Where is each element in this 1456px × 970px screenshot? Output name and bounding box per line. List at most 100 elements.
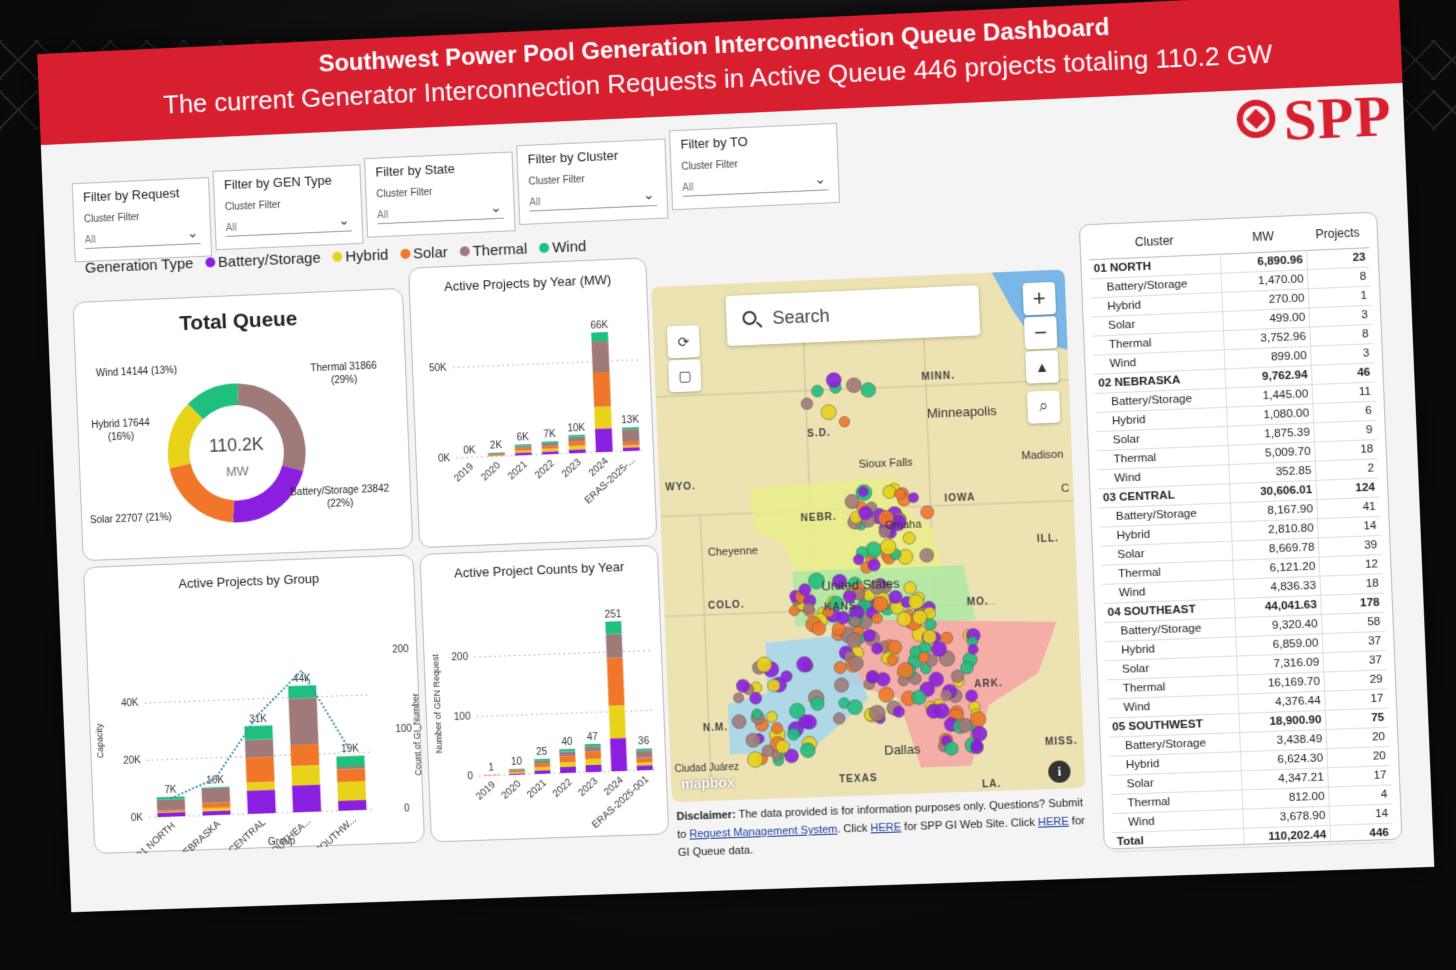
x-tick-label: 03 CENTRAL bbox=[217, 817, 269, 855]
map-project-dot bbox=[845, 494, 860, 509]
cell-projects: 446 bbox=[1330, 823, 1393, 844]
map-compass-icon[interactable]: ▲ bbox=[1025, 350, 1059, 383]
bar-segment bbox=[585, 751, 601, 759]
y2-tick-label: 100 bbox=[395, 724, 412, 736]
cell-projects: 75 bbox=[1326, 708, 1389, 729]
bar-segment bbox=[559, 751, 575, 756]
cell-projects: 18 bbox=[1315, 440, 1378, 462]
map-project-dot bbox=[929, 672, 944, 687]
filter-by-gen-type[interactable]: Filter by GEN Type Cluster Filter All bbox=[213, 164, 364, 250]
map-zoom-in-button[interactable]: + bbox=[1023, 282, 1057, 315]
map-label: C bbox=[1061, 483, 1070, 495]
map-search-input[interactable]: Search bbox=[726, 285, 981, 346]
projects-by-group-chart: 0K20K40K7K01 NORTH10K02 NEBRASKA31K03 CE… bbox=[84, 555, 426, 855]
map-label: Cheyenne bbox=[708, 545, 759, 559]
map-project-dot bbox=[920, 548, 934, 562]
map-label: IOWA bbox=[944, 492, 975, 504]
map-project-dot bbox=[911, 690, 926, 705]
legend-item[interactable]: Solar bbox=[413, 244, 448, 262]
bar-data-label: 36 bbox=[638, 736, 650, 747]
column-header-mw[interactable]: MW bbox=[1219, 222, 1307, 254]
mapbox-attribution[interactable]: mapbox bbox=[681, 774, 735, 792]
disclaimer-label: Disclaimer: bbox=[676, 809, 736, 823]
filter-by-request[interactable]: Filter by Request Cluster Filter All bbox=[72, 177, 212, 262]
map-project-dot bbox=[821, 404, 837, 420]
spp-gi-website-link[interactable]: HERE bbox=[870, 821, 901, 834]
filter-select[interactable]: All bbox=[85, 230, 201, 249]
project-map[interactable]: ⟳ ▢ Search + − ▲ ⌕ MINN. Minneapolis S.D… bbox=[651, 269, 1085, 802]
filter-by-to[interactable]: Filter by TO Cluster Filter All bbox=[669, 123, 840, 210]
y-axis-label: Number of GEN Request bbox=[430, 653, 444, 753]
map-search-placeholder: Search bbox=[772, 306, 830, 328]
projects-by-group-card: Active Projects by Group 0K 20K 40K 7K 01 NO… bbox=[83, 554, 425, 854]
cluster-summary-table: Cluster MW Projects 01 NORTH 6,890.96 23 Ba… bbox=[1079, 212, 1403, 850]
filter-by-cluster[interactable]: Filter by Cluster Cluster Filter All bbox=[516, 139, 668, 225]
map-project-dot bbox=[801, 398, 813, 410]
bar-data-label: 25 bbox=[536, 747, 548, 758]
x-axis-label: Group bbox=[268, 836, 296, 848]
map-project-dot bbox=[871, 613, 882, 624]
map-lasso-icon[interactable]: ⟳ bbox=[667, 325, 700, 358]
map-project-dot bbox=[876, 672, 890, 686]
legend-swatch bbox=[205, 257, 215, 267]
map-project-dot bbox=[802, 715, 817, 730]
bar-segment bbox=[461, 457, 478, 458]
map-project-dot bbox=[756, 657, 772, 673]
bar-data-label: 66K bbox=[590, 320, 608, 332]
map-project-dot bbox=[767, 679, 780, 692]
map-project-dot bbox=[849, 616, 860, 627]
map-label: TEXAS bbox=[839, 773, 878, 785]
bar-segment bbox=[461, 457, 478, 458]
filter-select[interactable]: All bbox=[529, 192, 657, 212]
map-rectangle-select-icon[interactable]: ▢ bbox=[668, 359, 701, 392]
map-project-dot bbox=[918, 652, 930, 663]
request-management-link[interactable]: Request Management System bbox=[689, 824, 837, 841]
map-project-dot bbox=[903, 532, 916, 545]
map-project-dot bbox=[897, 612, 912, 627]
search-icon bbox=[742, 311, 757, 326]
bar-segment bbox=[157, 799, 185, 811]
map-project-dot bbox=[871, 643, 883, 655]
legend-swatch bbox=[400, 249, 410, 259]
bar-segment bbox=[291, 765, 320, 786]
legend-item[interactable]: Battery/Storage bbox=[218, 250, 321, 271]
bar-segment bbox=[336, 756, 365, 768]
gridline bbox=[476, 710, 655, 716]
column-header-projects[interactable]: Projects bbox=[1306, 219, 1369, 250]
gi-queue-data-link[interactable]: HERE bbox=[1038, 816, 1069, 829]
map-label: ILL. bbox=[1037, 533, 1059, 545]
filter-subtitle: Cluster Filter bbox=[681, 155, 827, 173]
filter-select[interactable]: All bbox=[226, 217, 353, 236]
legend-item[interactable]: Thermal bbox=[472, 241, 527, 260]
cell-projects: 41 bbox=[1317, 497, 1380, 519]
bar-segment bbox=[636, 750, 652, 758]
bar-segment bbox=[568, 436, 585, 441]
bar-data-label: 1 bbox=[488, 763, 494, 774]
cell-projects: 9 bbox=[1314, 420, 1377, 442]
map-project-dot bbox=[834, 678, 849, 693]
x-tick-label: ERAS-2025-... bbox=[583, 455, 638, 506]
bar-segment bbox=[247, 782, 275, 791]
map-project-dot bbox=[752, 709, 762, 719]
y-tick-label: 50K bbox=[429, 363, 447, 375]
filter-select[interactable]: All bbox=[377, 205, 504, 225]
legend-item[interactable]: Wind bbox=[552, 238, 587, 256]
bar-segment bbox=[245, 739, 274, 758]
cell-cluster: Total bbox=[1112, 828, 1244, 852]
filter-select[interactable]: All bbox=[682, 176, 828, 196]
cell-projects: 20 bbox=[1326, 727, 1389, 748]
bar-segment bbox=[585, 746, 601, 752]
legend-item[interactable]: Hybrid bbox=[345, 247, 388, 266]
map-zoom-out-button[interactable]: − bbox=[1024, 316, 1058, 349]
map-label: KANS. bbox=[824, 601, 861, 613]
cell-projects: 37 bbox=[1323, 631, 1386, 652]
map-zoom-search-icon[interactable]: ⌕ bbox=[1027, 390, 1061, 423]
bar-segment bbox=[569, 441, 586, 446]
filter-by-state[interactable]: Filter by State Cluster Filter All bbox=[364, 151, 516, 237]
cell-projects: 178 bbox=[1321, 593, 1384, 615]
table-body: 01 NORTH 6,890.96 23 Battery/Storage 1,470.0… bbox=[1089, 248, 1393, 852]
map-project-dot bbox=[858, 506, 872, 520]
cell-projects: 20 bbox=[1327, 746, 1390, 767]
map-project-dot bbox=[847, 700, 862, 715]
filter-subtitle: Cluster Filter bbox=[376, 184, 503, 201]
